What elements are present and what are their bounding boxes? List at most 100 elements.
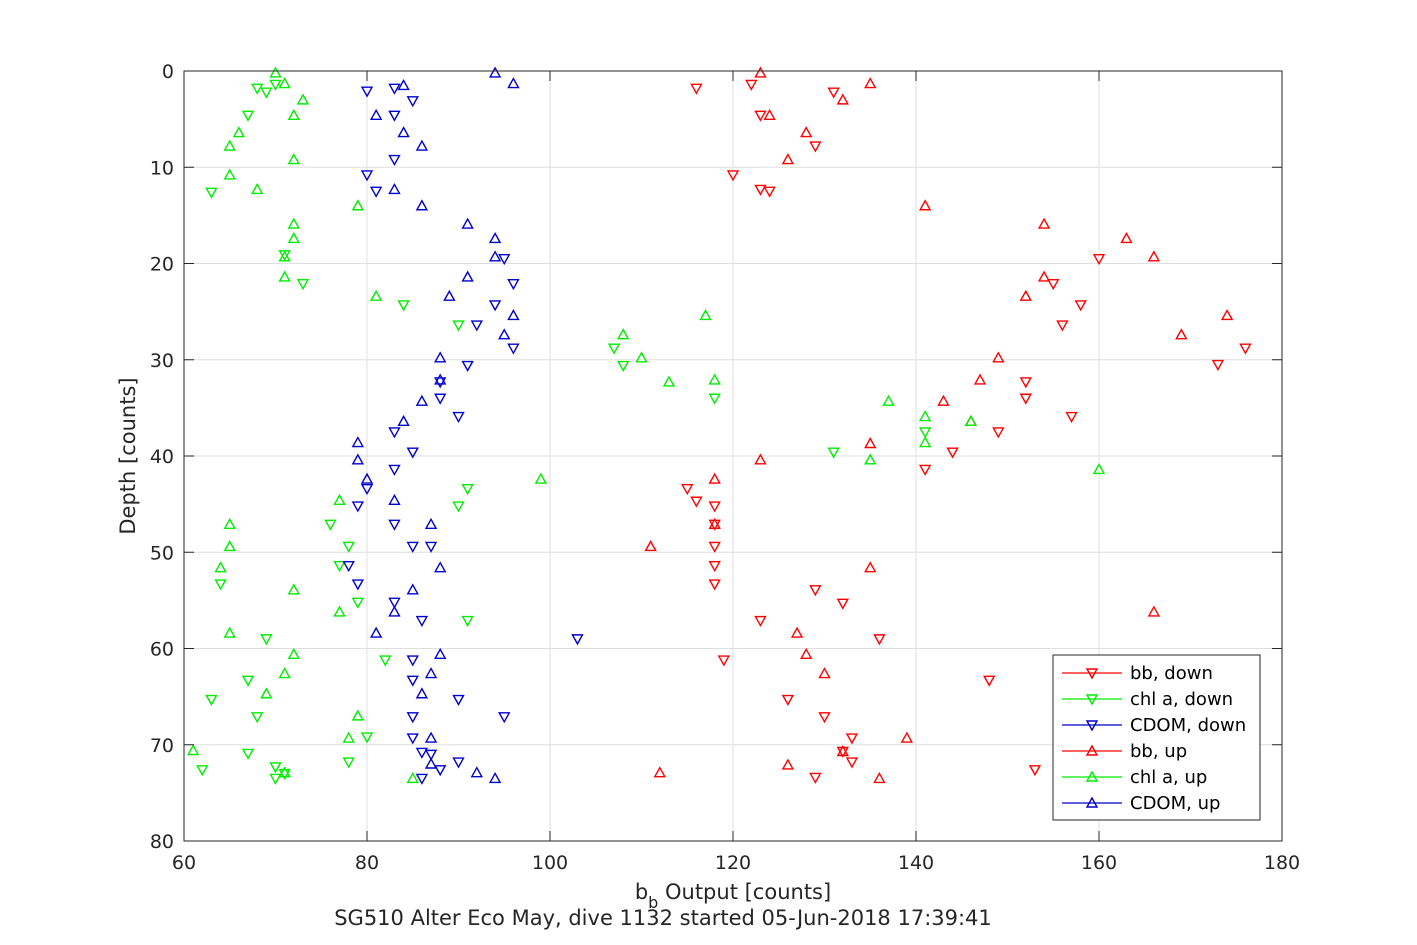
data-point xyxy=(333,605,346,617)
data-point xyxy=(1147,250,1161,262)
legend-box xyxy=(1052,654,1261,821)
data-point xyxy=(754,453,767,465)
data-point xyxy=(745,79,758,91)
legend-label: chl a, up xyxy=(1130,767,1207,788)
data-point xyxy=(186,744,200,756)
data-point xyxy=(690,496,703,508)
data-point xyxy=(434,351,447,363)
data-point xyxy=(1120,232,1133,244)
data-point xyxy=(278,77,291,89)
data-point xyxy=(415,615,429,628)
data-point xyxy=(488,771,502,784)
legend-marker xyxy=(1085,770,1099,782)
data-point xyxy=(1211,359,1225,372)
data-point xyxy=(1092,253,1106,266)
data-point xyxy=(918,199,932,211)
x-axis-label: bb Output [counts] xyxy=(635,880,831,912)
data-point xyxy=(937,394,950,406)
data-point xyxy=(415,199,429,211)
data-point xyxy=(424,757,438,769)
x-tick-label: 60 xyxy=(172,852,196,874)
data-point xyxy=(406,655,419,667)
data-point xyxy=(351,709,365,721)
legend-label: CDOM, down xyxy=(1130,715,1246,736)
data-point xyxy=(699,309,712,321)
data-point xyxy=(1019,289,1032,301)
data-point xyxy=(488,232,502,244)
data-point xyxy=(452,757,465,769)
data-point xyxy=(754,66,767,78)
data-point xyxy=(754,615,767,628)
data-point xyxy=(241,675,255,687)
data-point xyxy=(406,96,419,108)
legend-item: chl a, up xyxy=(1062,767,1207,788)
data-point xyxy=(424,517,438,530)
y-tick-label: 20 xyxy=(150,254,174,276)
data-point xyxy=(424,541,438,553)
data-point xyxy=(269,762,282,774)
data-point xyxy=(406,447,419,459)
data-point xyxy=(1047,279,1060,291)
data-point xyxy=(223,540,236,552)
data-point xyxy=(992,427,1005,439)
data-point xyxy=(708,393,721,405)
data-point xyxy=(488,66,502,78)
y-tick-label: 60 xyxy=(150,639,174,661)
data-point xyxy=(708,517,721,530)
x-axis-label-main: b xyxy=(635,880,648,904)
series-3 xyxy=(644,66,1234,784)
data-point xyxy=(836,93,849,105)
series-5 xyxy=(351,66,520,784)
legend-item: CDOM, down xyxy=(1062,715,1246,736)
data-point xyxy=(397,78,410,91)
data-point xyxy=(461,615,474,628)
data-point xyxy=(653,766,666,778)
data-point xyxy=(800,126,813,138)
legend-item: bb, up xyxy=(1062,741,1187,762)
data-point xyxy=(388,605,401,617)
data-point xyxy=(360,732,374,744)
data-point xyxy=(507,279,520,291)
y-tick-label: 80 xyxy=(150,831,174,853)
data-point xyxy=(434,377,447,389)
legend-label: CDOM, up xyxy=(1130,793,1220,814)
data-point xyxy=(1074,300,1087,312)
legend-item: chl a, down xyxy=(1062,689,1233,710)
data-point xyxy=(452,694,465,706)
data-point xyxy=(681,484,694,496)
data-point xyxy=(388,464,401,476)
data-point xyxy=(287,232,300,244)
y-tick-label: 10 xyxy=(150,157,174,179)
data-point xyxy=(406,771,419,784)
series-4 xyxy=(186,66,1106,784)
data-point xyxy=(864,77,877,89)
data-point xyxy=(845,733,859,745)
data-point xyxy=(488,250,502,262)
data-point xyxy=(360,170,374,182)
data-point xyxy=(360,472,374,484)
data-point xyxy=(1065,411,1078,423)
data-point xyxy=(251,83,264,95)
data-point xyxy=(360,484,374,496)
data-point xyxy=(836,745,849,757)
data-point xyxy=(946,447,959,459)
legend-item: CDOM, up xyxy=(1062,793,1220,814)
x-tick-label: 180 xyxy=(1264,852,1300,874)
legend-label: bb, down xyxy=(1130,663,1213,684)
series-2 xyxy=(342,83,584,785)
data-point xyxy=(690,83,703,95)
x-axis-label-rest: Output [counts] xyxy=(658,880,831,904)
data-point xyxy=(287,647,300,659)
data-point xyxy=(571,634,584,646)
data-point xyxy=(754,184,767,196)
data-point xyxy=(424,667,438,679)
data-point xyxy=(1037,217,1051,229)
data-point xyxy=(241,110,255,122)
data-point xyxy=(864,437,877,449)
data-point xyxy=(388,154,401,166)
data-point xyxy=(351,199,365,211)
data-point xyxy=(1092,463,1106,475)
y-tick-label: 30 xyxy=(150,350,174,372)
data-point xyxy=(397,126,410,138)
data-point xyxy=(223,517,236,530)
